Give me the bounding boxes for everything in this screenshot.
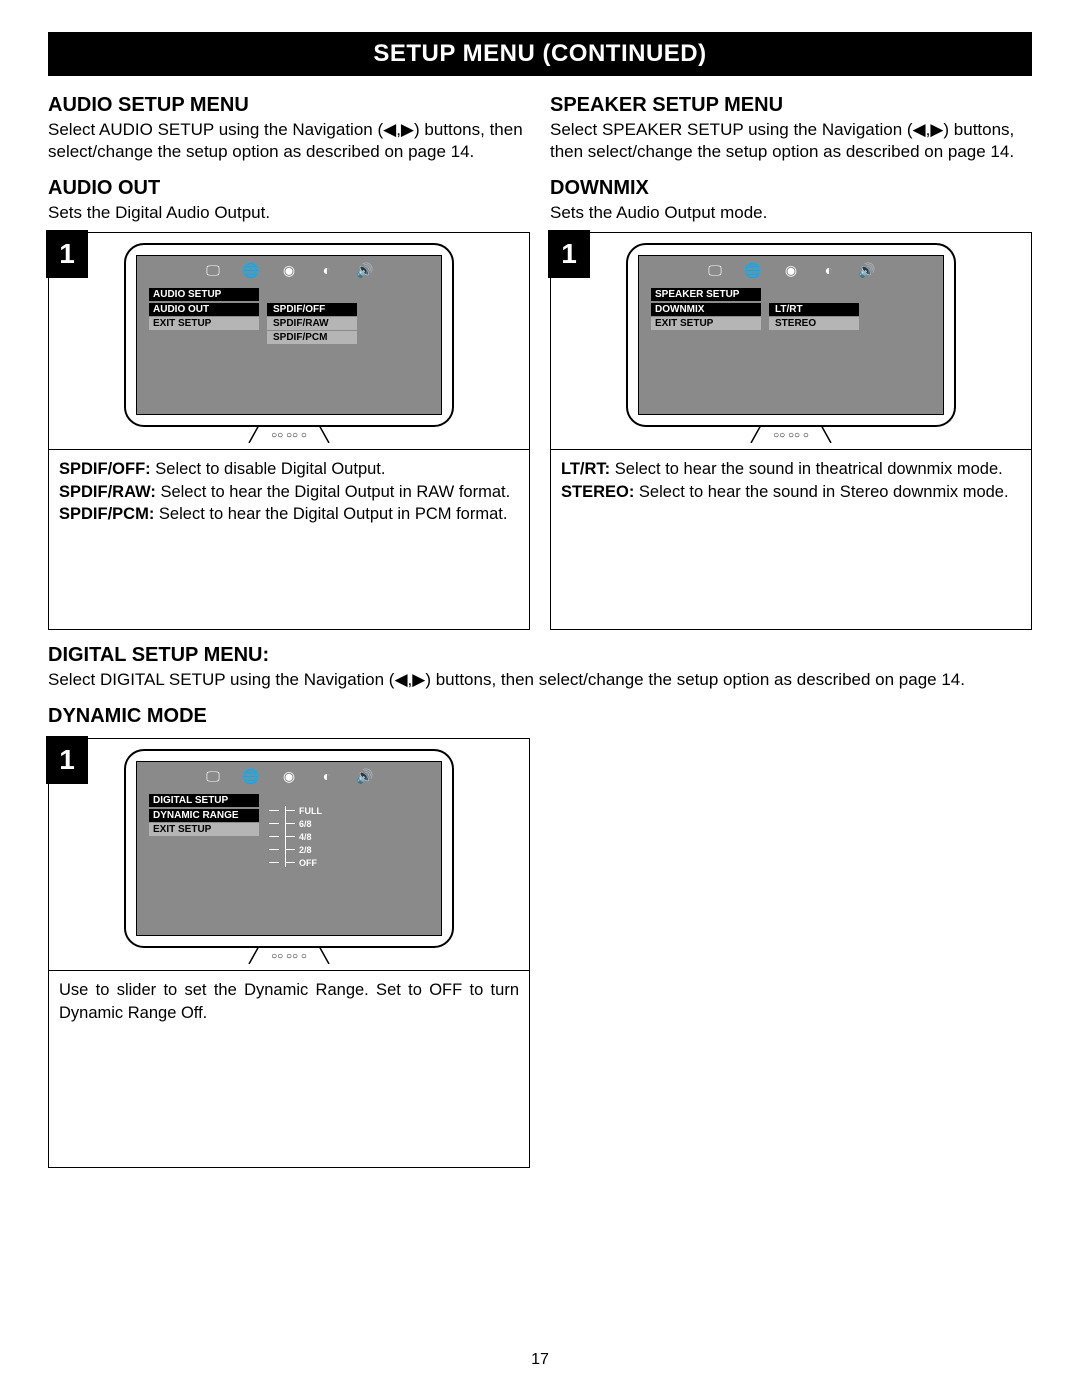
icon-row: 🖵 🌐 ◉ ◐ 🔊 (143, 262, 435, 278)
menu-right-0: SPDIF/OFF (267, 302, 357, 316)
audio-card-number: 1 (46, 230, 88, 278)
menu-right-1: SPDIF/RAW (267, 316, 357, 330)
speaker-heading: SPEAKER SETUP MENU (550, 94, 1032, 117)
video-icon: ◐ (317, 768, 337, 784)
tv-illustration-audio: 🖵 🌐 ◉ ◐ 🔊 AUDIO SETUP AUDIO OUT (124, 243, 454, 443)
svg-text:○○ ○○ ○: ○○ ○○ ○ (271, 430, 307, 441)
icon-row: 🖵 🌐 ◉ ◐ 🔊 (143, 768, 435, 784)
icon-row: 🖵 🌐 ◉ ◐ 🔊 (645, 262, 937, 278)
menu-left-0: DOWNMIX (651, 302, 761, 316)
system-icon: 🖵 (203, 768, 223, 784)
audio-out-intro: Sets the Digital Audio Output. (48, 202, 530, 224)
downmix-intro: Sets the Audio Output mode. (550, 202, 1032, 224)
svg-text:○○ ○○ ○: ○○ ○○ ○ (271, 951, 307, 962)
svg-text:○○ ○○ ○: ○○ ○○ ○ (773, 430, 809, 441)
audio-out-heading: AUDIO OUT (48, 177, 530, 200)
digital-heading: DIGITAL SETUP MENU: (48, 644, 1032, 667)
digital-card: 1 🖵 🌐 ◉ ◐ 🔊 (48, 738, 530, 1168)
dynamic-heading: DYNAMIC MODE (48, 705, 1032, 728)
menu-title: DIGITAL SETUP (149, 794, 259, 807)
system-icon: 🖵 (705, 262, 725, 278)
digital-desc: Use to slider to set the Dynamic Range. … (49, 970, 529, 1032)
system-icon: 🖵 (203, 262, 223, 278)
menu-right-2: SPDIF/PCM (267, 330, 357, 344)
audio-column: AUDIO SETUP MENU Select AUDIO SETUP usin… (48, 88, 530, 630)
audio-icon: ◉ (279, 768, 299, 784)
audio-desc: SPDIF/OFF: Select to disable Digital Out… (49, 449, 529, 533)
menu-right-1: STEREO (769, 316, 859, 330)
speaker-icon: 🔊 (355, 262, 375, 278)
menu-left-0: DYNAMIC RANGE (149, 808, 259, 822)
language-icon: 🌐 (743, 262, 763, 278)
audio-icon: ◉ (781, 262, 801, 278)
audio-icon: ◉ (279, 262, 299, 278)
downmix-heading: DOWNMIX (550, 177, 1032, 200)
audio-heading: AUDIO SETUP MENU (48, 94, 530, 117)
page-title: SETUP MENU (CONTINUED) (48, 32, 1032, 76)
menu-left-1: EXIT SETUP (149, 316, 259, 330)
menu-title: SPEAKER SETUP (651, 288, 761, 301)
digital-section: DIGITAL SETUP MENU: Select DIGITAL SETUP… (48, 644, 1032, 1168)
speaker-icon: 🔊 (355, 768, 375, 784)
digital-card-number: 1 (46, 736, 88, 784)
speaker-icon: 🔊 (857, 262, 877, 278)
speaker-intro: Select SPEAKER SETUP using the Navigatio… (550, 119, 1032, 163)
menu-left-1: EXIT SETUP (651, 316, 761, 330)
speaker-column: SPEAKER SETUP MENU Select SPEAKER SETUP … (550, 88, 1032, 630)
menu-left-0: AUDIO OUT (149, 302, 259, 316)
audio-card: 1 🖵 🌐 ◉ ◐ 🔊 (48, 232, 530, 630)
language-icon: 🌐 (241, 768, 261, 784)
menu-right-0: LT/RT (769, 302, 859, 316)
video-icon: ◐ (317, 262, 337, 278)
speaker-card-number: 1 (548, 230, 590, 278)
tv-illustration-speaker: 🖵 🌐 ◉ ◐ 🔊 SPEAKER SETUP DOWNMIX (626, 243, 956, 443)
video-icon: ◐ (819, 262, 839, 278)
digital-intro: Select DIGITAL SETUP using the Navigatio… (48, 669, 1032, 691)
audio-intro: Select AUDIO SETUP using the Navigation … (48, 119, 530, 163)
page-number: 17 (0, 1351, 1080, 1369)
dynamic-range-slider: FULL 6/8 4/8 2/8 OFF (267, 804, 322, 869)
speaker-desc: LT/RT: Select to hear the sound in theat… (551, 449, 1031, 511)
language-icon: 🌐 (241, 262, 261, 278)
menu-title: AUDIO SETUP (149, 288, 259, 301)
tv-illustration-digital: 🖵 🌐 ◉ ◐ 🔊 DIGITAL SETUP (124, 749, 454, 964)
menu-left-1: EXIT SETUP (149, 822, 259, 836)
speaker-card: 1 🖵 🌐 ◉ ◐ 🔊 (550, 232, 1032, 630)
